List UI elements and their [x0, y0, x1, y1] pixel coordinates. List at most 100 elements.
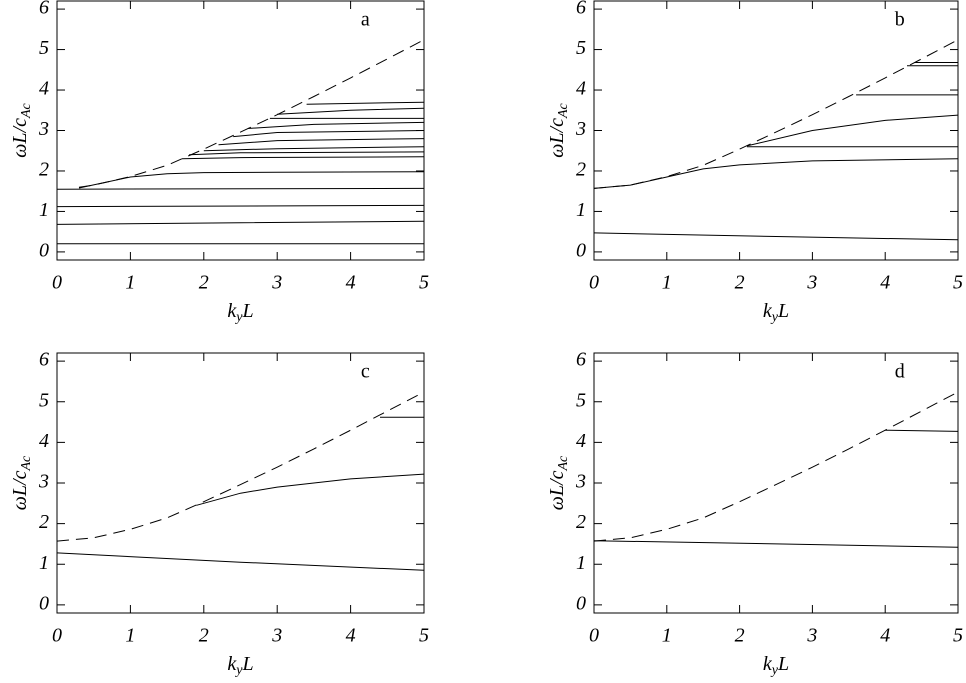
y-tick-label: 6 — [39, 0, 49, 19]
x-label-sub: y — [234, 663, 243, 678]
x-axis-label: kyL — [763, 653, 789, 678]
x-tick-label: 2 — [735, 625, 745, 647]
y-tick-label: 2 — [39, 511, 49, 533]
curve — [593, 391, 959, 542]
curve — [593, 540, 959, 548]
x-label-sub: y — [770, 310, 779, 325]
curve — [56, 391, 425, 542]
y-tick-label: 1 — [576, 199, 586, 221]
y-tick-label: 2 — [576, 511, 586, 533]
x-tick-label: 5 — [419, 272, 429, 294]
curve — [746, 114, 959, 147]
y-tick-label: 3 — [38, 471, 49, 493]
y-tick-label: 0 — [576, 592, 586, 614]
x-tick-label: 3 — [271, 625, 282, 647]
y-tick-label: 4 — [576, 430, 586, 452]
y-label-main: ωL/c — [546, 470, 568, 510]
y-label-sub: Ac — [19, 102, 34, 119]
x-tick-label: 4 — [346, 625, 356, 647]
panel-label: d — [895, 361, 905, 383]
y-tick-label: 5 — [39, 389, 49, 411]
x-label-main: k — [763, 300, 773, 322]
x-tick-label: 4 — [346, 272, 356, 294]
y-tick-label: 3 — [575, 471, 586, 493]
y-axis-label: ωL/cAc — [9, 455, 35, 510]
curve — [885, 429, 959, 432]
y-label-sub: Ac — [19, 455, 34, 472]
x-label-main: k — [763, 653, 773, 675]
plot-frame — [593, 352, 959, 614]
y-label-main: ωL/c — [9, 118, 31, 158]
x-tick-label: 1 — [662, 625, 672, 647]
x-tick-label: 4 — [880, 625, 890, 647]
curve — [78, 39, 425, 188]
x-tick-label: 0 — [52, 625, 62, 647]
y-tick-label: 5 — [39, 37, 49, 59]
panel-label: a — [361, 9, 370, 31]
curve — [78, 171, 425, 189]
y-label-main: ωL/c — [9, 470, 31, 510]
panel-label: c — [361, 361, 370, 383]
curve — [56, 552, 425, 571]
y-label-sub: Ac — [556, 102, 571, 119]
plot-frame — [593, 0, 959, 261]
x-tick-label: 0 — [589, 625, 599, 647]
y-tick-label: 1 — [576, 552, 586, 574]
y-axis-label: ωL/cAc — [546, 102, 572, 157]
x-label-end: L — [777, 300, 789, 322]
curve — [306, 101, 425, 105]
x-tick-label: 4 — [880, 272, 890, 294]
y-tick-label: 6 — [576, 349, 586, 371]
curve — [181, 156, 425, 160]
y-axis-label: ωL/cAc — [546, 455, 572, 510]
plot-frame — [56, 0, 425, 261]
curve — [277, 107, 425, 115]
y-label-main: ωL/c — [546, 118, 568, 158]
x-label-sub: y — [770, 663, 779, 678]
curve — [56, 220, 425, 225]
x-tick-label: 2 — [735, 272, 745, 294]
x-tick-label: 0 — [589, 272, 599, 294]
y-tick-label: 3 — [575, 118, 586, 140]
x-label-end: L — [777, 653, 789, 675]
y-tick-label: 4 — [576, 78, 586, 100]
curve — [196, 473, 425, 506]
y-tick-label: 1 — [39, 199, 49, 221]
x-tick-label: 5 — [953, 272, 963, 294]
curve — [247, 121, 425, 129]
x-label-end: L — [241, 300, 253, 322]
curve — [56, 204, 425, 208]
x-label-sub: y — [234, 310, 243, 325]
x-axis-label: kyL — [227, 653, 253, 678]
x-label-main: k — [227, 653, 237, 675]
curve — [218, 138, 425, 146]
plot-frame — [56, 352, 425, 614]
x-axis-label: kyL — [763, 300, 789, 326]
y-tick-label: 2 — [576, 159, 586, 181]
y-label-sub: Ac — [556, 455, 571, 472]
curve — [189, 151, 425, 156]
y-tick-label: 5 — [576, 389, 586, 411]
curve — [593, 158, 959, 189]
y-axis-label: ωL/cAc — [9, 102, 35, 157]
curve — [593, 232, 959, 241]
x-tick-label: 3 — [806, 625, 817, 647]
y-tick-label: 5 — [576, 37, 586, 59]
curve — [593, 39, 959, 189]
x-tick-label: 0 — [52, 272, 62, 294]
y-tick-label: 6 — [39, 349, 49, 371]
y-tick-label: 3 — [38, 118, 49, 140]
y-tick-label: 2 — [39, 159, 49, 181]
panel-label: b — [895, 9, 905, 31]
x-tick-label: 3 — [271, 272, 282, 294]
y-tick-label: 6 — [576, 0, 586, 19]
x-label-end: L — [241, 653, 253, 675]
x-tick-label: 2 — [199, 625, 209, 647]
curve — [56, 187, 425, 190]
x-axis-label: kyL — [227, 300, 253, 326]
curve — [203, 146, 425, 152]
